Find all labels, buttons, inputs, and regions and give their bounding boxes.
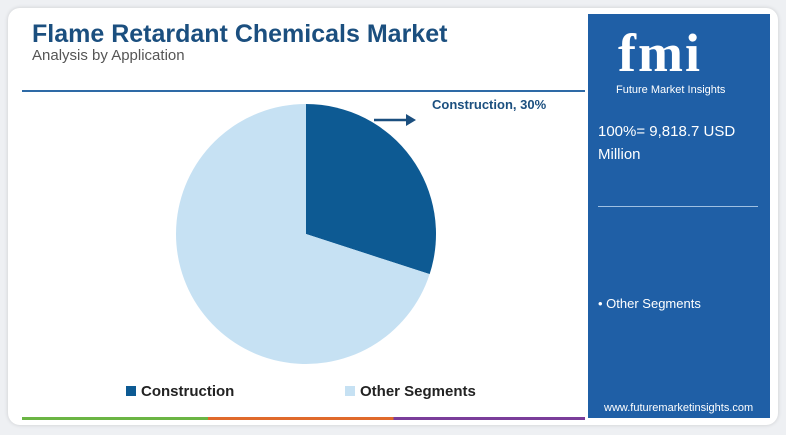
bottom-stripe (22, 417, 585, 420)
header-rule (22, 90, 585, 92)
chart-subtitle: Analysis by Application (32, 47, 185, 64)
logo-mark: fmi (618, 23, 702, 83)
separator (598, 206, 758, 207)
legend-label: Construction (141, 383, 234, 400)
logo-name: Future Market Insights (616, 84, 726, 96)
chart-title: Flame Retardant Chemicals Market (32, 20, 448, 48)
legend-label: Other Segments (360, 383, 476, 400)
side-panel: fmi Future Market Insights 100%= 9,818.7… (588, 14, 770, 418)
card: Flame Retardant Chemicals Market Analysi… (8, 8, 778, 425)
website: www.futuremarketinsights.com (604, 402, 754, 414)
pie-slice (176, 104, 430, 364)
label-arrowhead (406, 114, 416, 126)
market-total: 100%= 9,818.7 USD Million (598, 123, 736, 163)
segment-note: • Other Segments (598, 296, 701, 311)
legend-swatch (126, 386, 136, 396)
legend-swatch (345, 386, 355, 396)
pie-chart: Construction, 30% Construction Other Segme… (126, 97, 547, 400)
pie-slice (306, 104, 437, 275)
data-label: Construction, 30% (432, 97, 547, 112)
